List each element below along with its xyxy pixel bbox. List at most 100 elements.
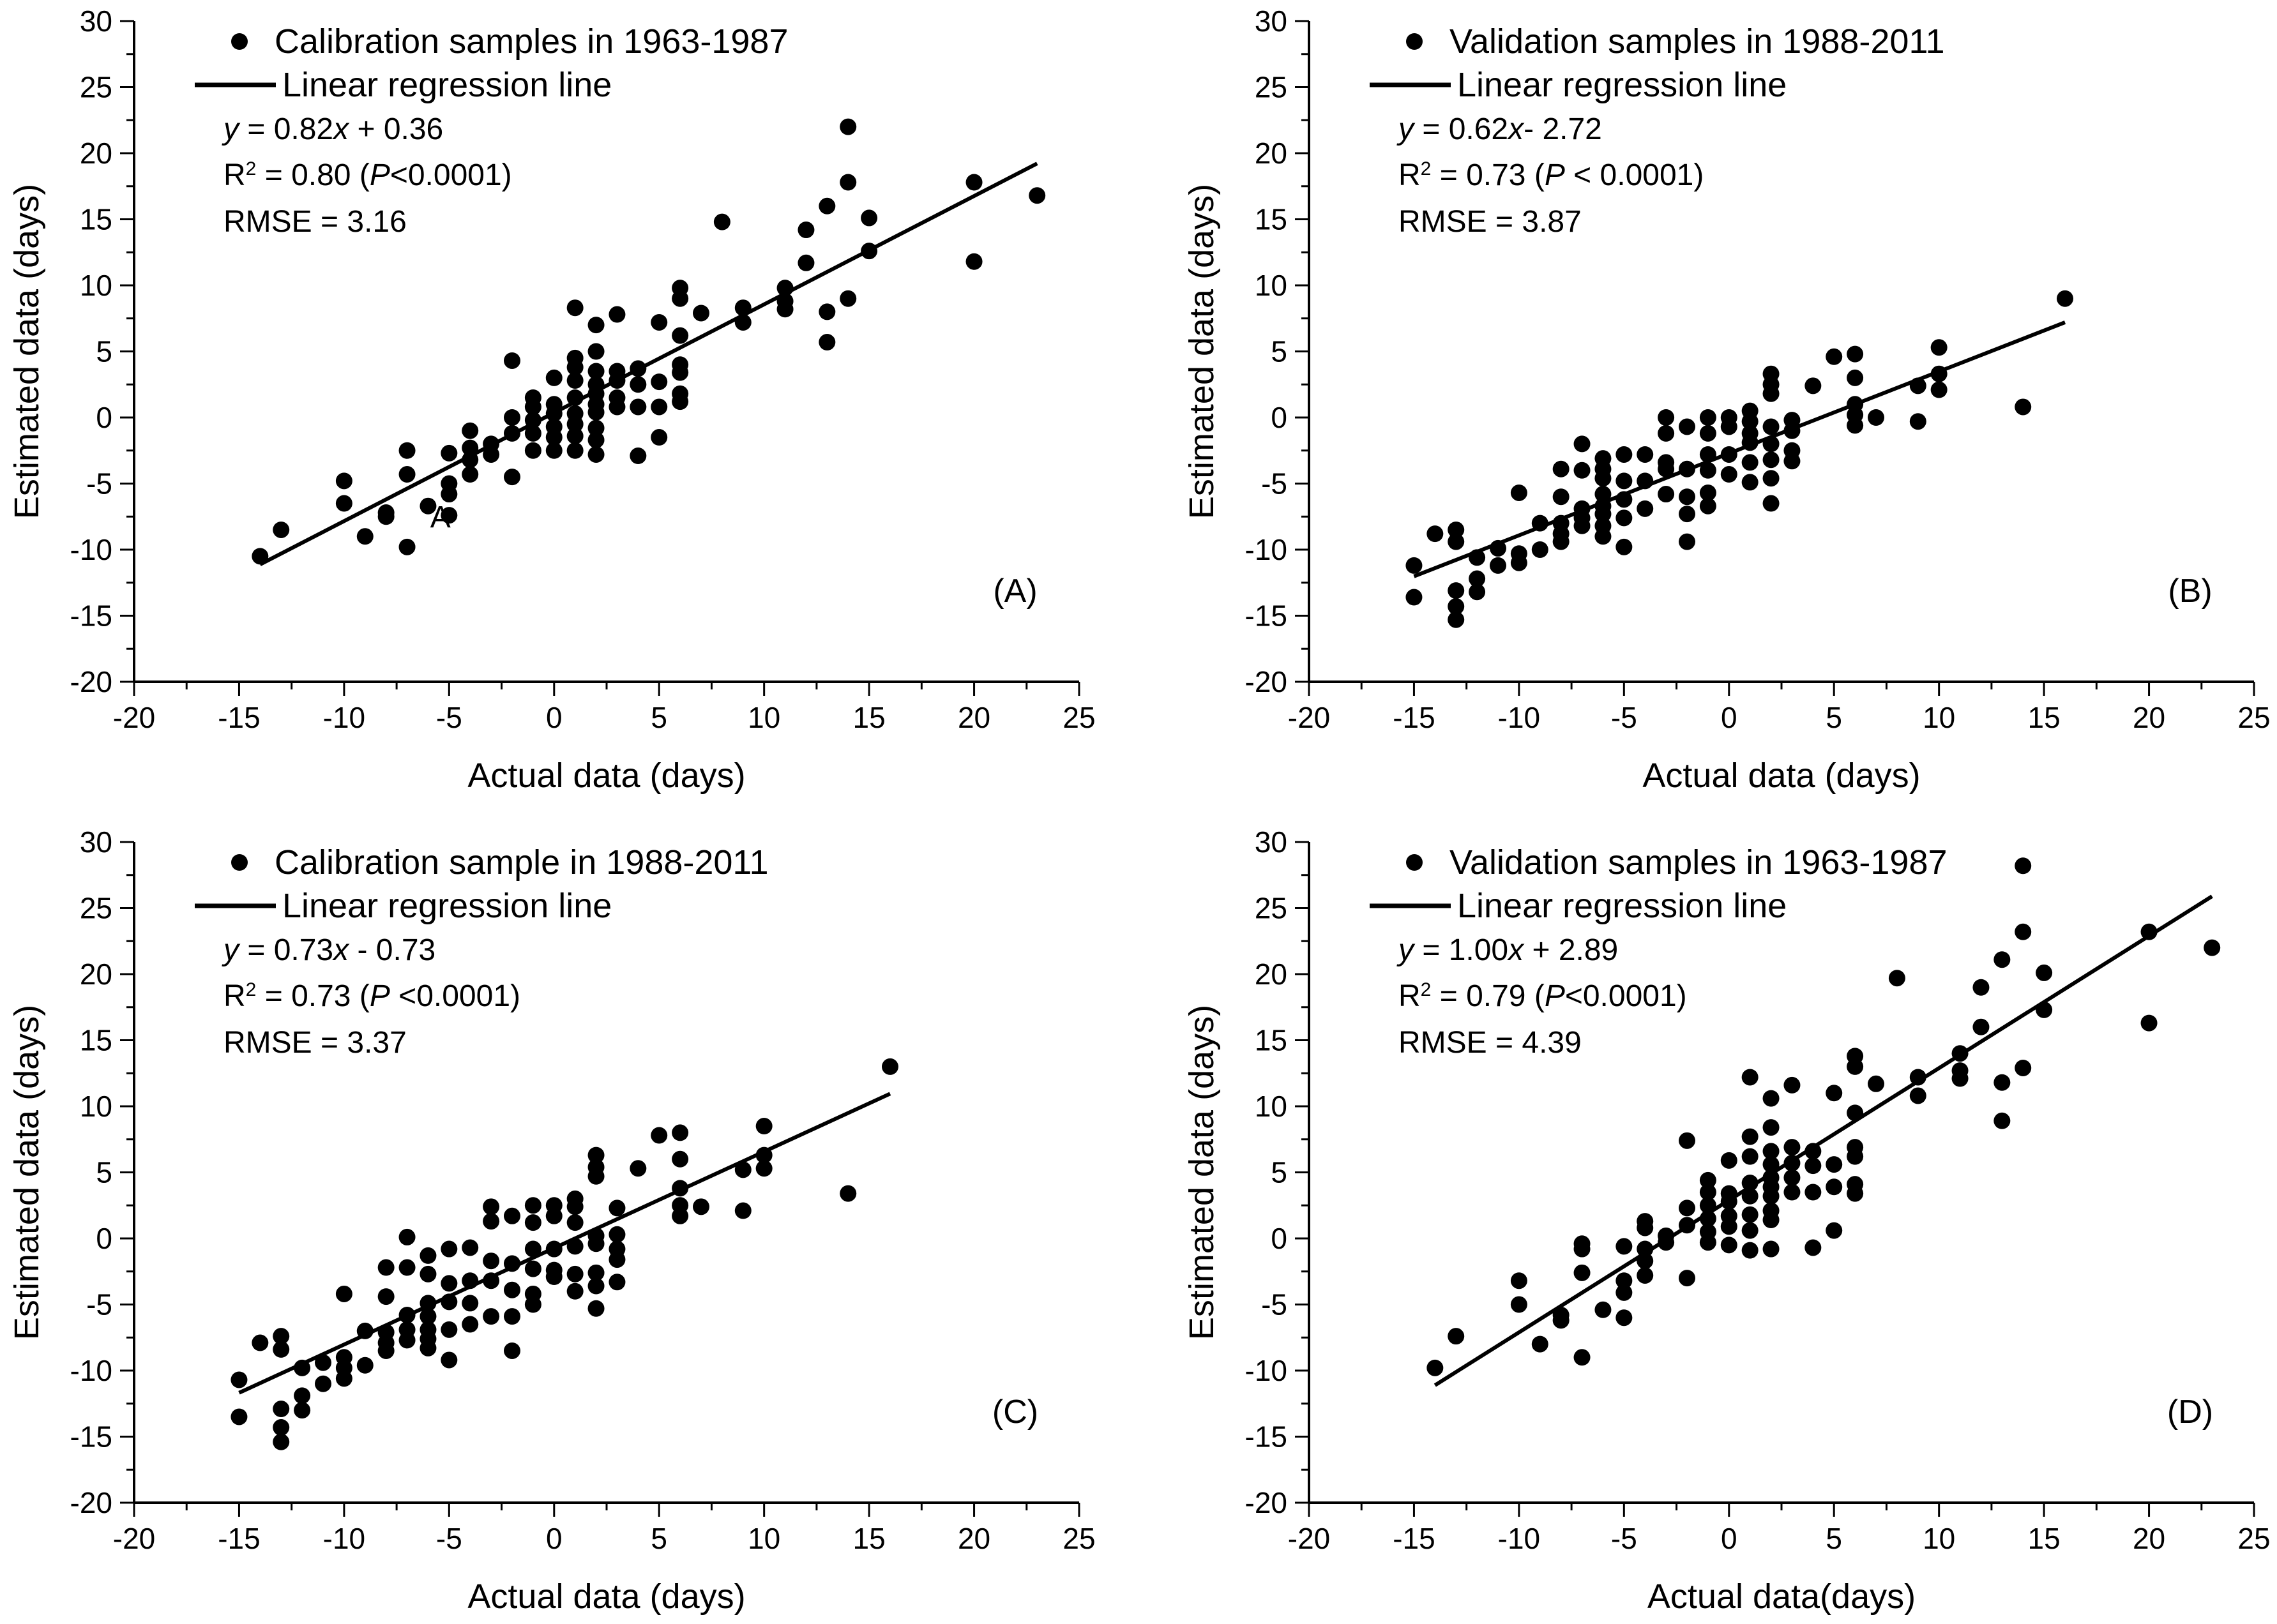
data-point — [420, 1265, 437, 1282]
y-tick-label: -5 — [1261, 1288, 1287, 1321]
data-point — [965, 174, 983, 191]
r-squared: R2 = 0.80 (P<0.0001) — [223, 158, 512, 193]
data-point — [1951, 1070, 1969, 1087]
data-point — [1741, 474, 1759, 491]
data-point — [273, 1328, 290, 1345]
x-tick-label: 0 — [1721, 701, 1737, 734]
data-point — [1888, 970, 1905, 987]
regression-equation: y = 1.00x + 2.89 — [1396, 933, 1618, 967]
legend-label-points: Calibration samples in 1963-1987 — [275, 22, 789, 61]
y-tick-label: 10 — [80, 1090, 112, 1123]
data-point — [630, 360, 647, 377]
data-point — [1699, 1197, 1716, 1214]
data-points — [252, 118, 1046, 565]
data-point — [1762, 1143, 1780, 1160]
data-point — [315, 1354, 331, 1371]
data-point — [1448, 582, 1465, 599]
data-point — [356, 1322, 374, 1339]
data-point — [566, 442, 584, 459]
data-point — [1868, 1075, 1884, 1092]
data-point — [1741, 1128, 1759, 1145]
y-tick-label: -10 — [70, 1354, 112, 1387]
data-point — [231, 1408, 248, 1425]
x-tick-label: 0 — [1721, 1522, 1737, 1555]
data-point — [1741, 1242, 1759, 1259]
data-point — [1868, 409, 1884, 426]
data-point — [1658, 425, 1675, 442]
r-squared: R2 = 0.79 (P<0.0001) — [1398, 979, 1687, 1014]
y-tick-label: 15 — [1255, 203, 1287, 236]
y-tick-label: -10 — [70, 533, 112, 566]
data-point — [1426, 1359, 1444, 1376]
data-point — [273, 1341, 290, 1358]
data-point — [1510, 484, 1527, 501]
data-point — [1909, 1087, 1926, 1104]
data-point — [1679, 418, 1695, 435]
data-point — [1594, 506, 1612, 523]
data-point — [1679, 1217, 1695, 1234]
data-points — [1405, 290, 2073, 628]
data-point — [1762, 1240, 1780, 1258]
data-point — [566, 299, 584, 317]
data-point — [1637, 500, 1654, 517]
data-point — [462, 1239, 479, 1256]
data-point — [672, 364, 689, 381]
data-point — [2015, 857, 2032, 875]
y-tick-label: 10 — [1255, 269, 1287, 302]
data-point — [566, 416, 584, 433]
legend-label-line: Linear regression line — [1457, 66, 1787, 104]
data-point — [1531, 541, 1548, 558]
data-point — [651, 1127, 668, 1144]
legend-marker-points — [1406, 854, 1423, 871]
data-point — [1679, 533, 1695, 550]
y-tick-label: 30 — [80, 4, 112, 38]
y-axis-title: Estimated data (days) — [1183, 184, 1221, 519]
data-point — [1909, 377, 1926, 395]
data-point — [1699, 462, 1716, 479]
data-point — [819, 197, 836, 214]
data-point — [1783, 453, 1801, 470]
x-tick-label: 0 — [546, 1522, 563, 1555]
panel-d: -20 -15 -10 -5 0 5 10 15 20 25 -20 -15 -10 -5 0 5 10 15 20… — [1183, 825, 2271, 1616]
x-tick-label: 0 — [546, 701, 563, 734]
data-point — [587, 363, 605, 380]
data-point — [1699, 409, 1716, 426]
data-point — [1510, 1296, 1527, 1313]
legend-label-line: Linear regression line — [1457, 887, 1787, 925]
data-point — [1637, 1219, 1654, 1237]
data-point — [420, 1295, 437, 1312]
data-point — [462, 422, 479, 439]
data-point — [335, 472, 352, 490]
legend-label-line: Linear regression line — [282, 887, 612, 925]
data-point — [1847, 1185, 1864, 1202]
y-tick-label: 20 — [1255, 958, 1287, 991]
legend: Calibration samples in 1963-1987 Linear r… — [195, 22, 789, 104]
data-point — [609, 306, 626, 323]
data-point — [335, 495, 352, 512]
data-point — [651, 398, 668, 416]
data-point — [1993, 1074, 2011, 1091]
data-point — [273, 521, 290, 538]
data-point — [2140, 923, 2158, 940]
y-tick-label: -15 — [1245, 1420, 1287, 1454]
data-point — [587, 1147, 605, 1164]
data-point — [483, 1272, 500, 1289]
data-point — [1552, 1312, 1570, 1329]
data-point — [1615, 1272, 1633, 1289]
data-point — [524, 425, 541, 442]
data-point — [398, 1228, 416, 1245]
data-point — [609, 1274, 626, 1291]
data-point — [1469, 549, 1486, 566]
data-point — [840, 174, 857, 191]
x-tick-label: -10 — [1498, 1522, 1540, 1555]
data-point — [524, 1240, 541, 1258]
data-point — [441, 444, 458, 462]
data-point — [504, 469, 520, 486]
data-point — [2036, 1001, 2053, 1018]
data-point — [1826, 1085, 1843, 1102]
data-point — [965, 253, 983, 270]
data-point — [1699, 1171, 1716, 1189]
data-point — [1762, 385, 1780, 402]
data-point — [252, 1334, 269, 1351]
data-point — [2036, 964, 2053, 981]
